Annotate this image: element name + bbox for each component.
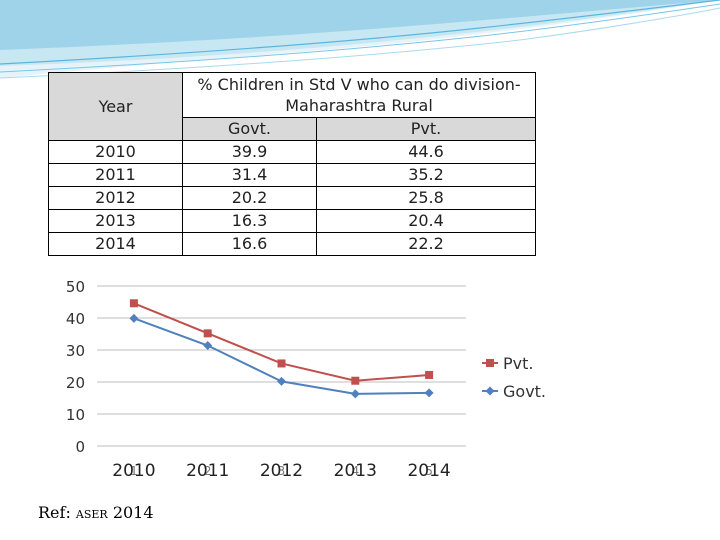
pvt-cell: 20.4 (316, 209, 536, 233)
pvt-column-header: Pvt. (316, 117, 536, 141)
y-tick-label: 0 (75, 438, 85, 456)
govt-cell: 20.2 (182, 186, 317, 210)
year-cell: 2010 (48, 140, 183, 164)
legend-marker (486, 359, 494, 367)
table-subheader-row: Govt. Pvt. (49, 117, 536, 141)
table-row: 2012 20.2 25.8 (48, 186, 536, 210)
govt-cell: 31.4 (182, 163, 317, 187)
data-point-marker (129, 313, 139, 323)
x-overlay-tick-label: 3 (278, 464, 286, 478)
year-cell: 2011 (48, 163, 183, 187)
x-tick-label: 2013 (334, 461, 377, 481)
data-point-marker (351, 376, 360, 385)
govt-cell: 39.9 (182, 140, 317, 164)
pvt-cell: 44.6 (316, 140, 536, 164)
pvt-cell: 22.2 (316, 232, 536, 256)
x-overlay-tick-label: 2 (204, 464, 212, 478)
chart-legend: Pvt. Govt. (482, 354, 546, 401)
pvt-cell: 35.2 (316, 163, 536, 187)
govt-column-header: Govt. (182, 117, 317, 141)
table-row: 2011 31.4 35.2 (48, 163, 536, 187)
y-tick-label: 20 (66, 374, 85, 392)
data-point-marker (277, 376, 286, 386)
year-cell: 2012 (48, 186, 183, 210)
reference-prefix: Ref: (38, 503, 71, 522)
division-data-table: Year % Children in Std V who can do divi… (48, 72, 536, 256)
year-cell: 2013 (48, 209, 183, 233)
y-tick-label: 10 (66, 406, 85, 424)
data-point-marker (203, 341, 213, 351)
data-point-marker (350, 389, 360, 399)
pvt-cell: 25.8 (316, 186, 536, 210)
series-line-pvt (133, 302, 430, 382)
legend-marker (485, 386, 495, 396)
table-row: 2010 39.9 44.6 (48, 140, 536, 164)
table-row: 2014 16.6 22.2 (48, 232, 536, 256)
legend-label: Pvt. (503, 354, 533, 373)
legend-label: Govt. (503, 382, 546, 401)
x-tick-label: 2014 (407, 461, 450, 481)
table-header-row: Year % Children in Std V who can do divi… (48, 72, 536, 141)
year-cell: 2014 (48, 232, 183, 256)
year-column-header: Year (48, 72, 183, 141)
reference-year: 2014 (112, 503, 154, 522)
data-point-marker (424, 388, 434, 398)
y-tick-label: 40 (66, 310, 85, 328)
data-point-marker (203, 329, 212, 338)
table-title: % Children in Std V who can do division-… (182, 72, 536, 118)
decorative-header-wave (0, 0, 720, 79)
reference-source: ASER (75, 508, 108, 521)
reference-note: Ref: ASER 2014 (38, 503, 154, 522)
table-title-line1: % Children in Std V who can do division- (197, 75, 521, 94)
x-overlay-tick-label: 4 (351, 464, 359, 478)
data-point-marker (277, 359, 286, 368)
table-title-line2: Maharashtra Rural (285, 96, 433, 115)
x-overlay-tick-label: 1 (130, 464, 138, 478)
y-tick-label: 50 (66, 278, 85, 296)
table-row: 2013 16.3 20.4 (48, 209, 536, 233)
govt-cell: 16.3 (182, 209, 317, 233)
data-point-marker (129, 299, 138, 308)
x-tick-label: 2011 (186, 461, 229, 481)
y-axis-tick-labels: 0 10 20 30 40 50 (66, 278, 85, 456)
chart-series (129, 299, 434, 399)
x-tick-label: 2010 (112, 461, 155, 481)
y-tick-label: 30 (66, 342, 85, 360)
data-point-marker (425, 370, 434, 379)
govt-cell: 16.6 (182, 232, 317, 256)
x-overlay-tick-label: 5 (425, 464, 433, 478)
x-tick-label: 2012 (260, 461, 303, 481)
